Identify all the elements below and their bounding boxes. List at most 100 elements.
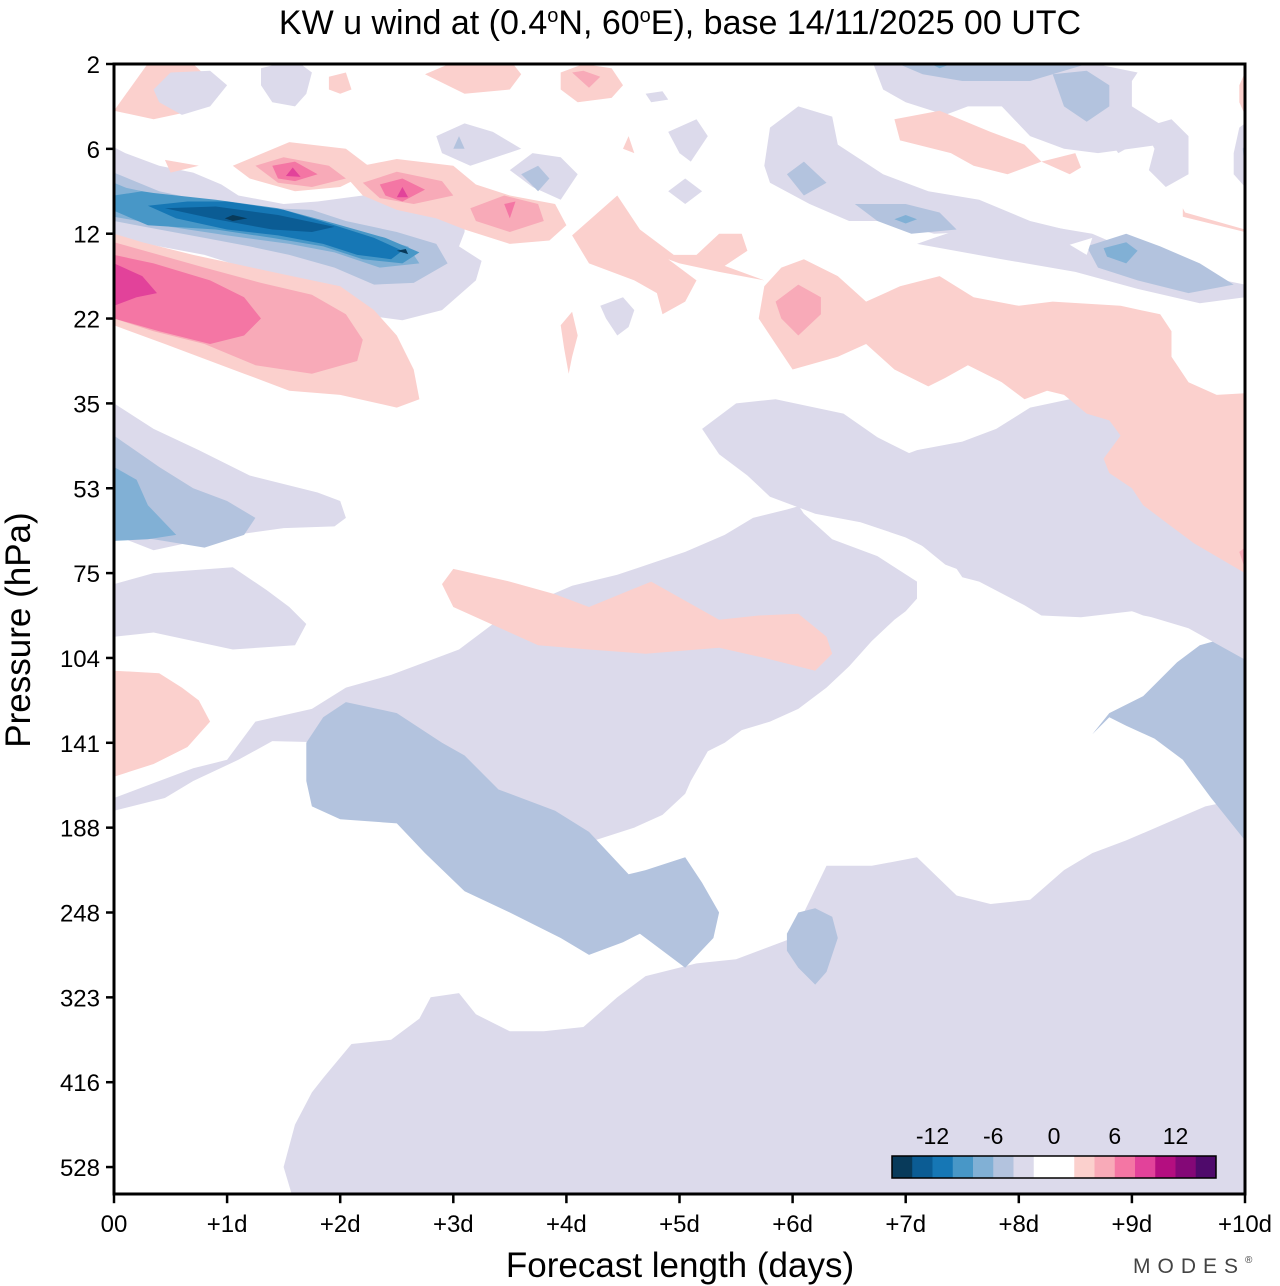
watermark-text: MODES bbox=[1133, 1255, 1245, 1278]
contour-region-neg4 bbox=[453, 136, 465, 149]
contour-region-neg4 bbox=[898, 64, 1087, 81]
colorbar-swatch bbox=[892, 1156, 913, 1178]
contour-region-pos8 bbox=[285, 167, 301, 177]
y-tick-label: 53 bbox=[73, 476, 100, 503]
colorbar-swatch bbox=[1135, 1156, 1156, 1178]
contour-region-neg4 bbox=[1052, 70, 1110, 122]
contour-region-pos2 bbox=[560, 311, 578, 374]
contour-region-neg2 bbox=[668, 119, 708, 162]
contour-region-pos4 bbox=[572, 70, 601, 88]
colorbar-frame bbox=[891, 1155, 1217, 1179]
contour-region-pos6 bbox=[114, 254, 261, 344]
y-axis: 2 6 12 22 35 53 75 104 141 188 248 323 416 528 bbox=[60, 52, 114, 1182]
modes-watermark: MODES® bbox=[1133, 1255, 1259, 1278]
colorbar-legend: -12 -6 0 6 12 bbox=[891, 1123, 1217, 1179]
contour-region-pos6 bbox=[504, 201, 516, 219]
colorbar-tick-label: -6 bbox=[983, 1123, 1003, 1149]
contour-region-pos2 bbox=[894, 110, 1042, 175]
registered-mark: ® bbox=[1245, 1255, 1259, 1266]
contour-region-neg2 bbox=[600, 297, 635, 336]
x-axis-label: Forecast length (days) bbox=[506, 1246, 854, 1285]
y-tick-label: 188 bbox=[60, 816, 100, 843]
contour-region-pos2 bbox=[164, 159, 199, 173]
colorbar-swatch bbox=[1094, 1156, 1116, 1178]
x-tick-label: +7d bbox=[885, 1211, 926, 1238]
y-tick-label: 12 bbox=[73, 222, 100, 249]
x-tick-label: +2d bbox=[320, 1211, 361, 1238]
contour-fills bbox=[114, 64, 1245, 1194]
colorbar-swatch bbox=[912, 1156, 933, 1178]
contour-region-neg4 bbox=[786, 161, 827, 196]
x-axis: 00 +1d +2d +3d +4d +5d +6d +7d +8d +9d +10d bbox=[101, 1194, 1272, 1238]
y-axis-label: Pressure (hPa) bbox=[0, 512, 38, 747]
colorbar-swatch bbox=[1114, 1156, 1136, 1178]
chart-title: KW u wind at (0.4oN, 60oE), base 14/11/2… bbox=[279, 4, 1081, 42]
colorbar-swatch bbox=[1155, 1156, 1176, 1178]
y-tick-label: 141 bbox=[60, 731, 100, 758]
y-tick-label: 75 bbox=[73, 561, 100, 588]
contour-region-neg2 bbox=[1143, 119, 1189, 187]
contour-region-pos2 bbox=[572, 195, 765, 315]
colorbar-tick-label: 6 bbox=[1108, 1123, 1121, 1149]
contour-region-pos2 bbox=[442, 568, 833, 671]
colorbar-swatch bbox=[1013, 1156, 1035, 1178]
contour-region-pos2 bbox=[425, 64, 522, 94]
colorbar-tick-label: -12 bbox=[916, 1123, 949, 1149]
colorbar-swatch bbox=[932, 1156, 954, 1178]
degree-mark: o bbox=[640, 5, 651, 27]
contour-region-pos2 bbox=[1041, 153, 1081, 175]
contour-region-pos2 bbox=[623, 136, 635, 154]
degree-mark: o bbox=[547, 5, 558, 27]
contour-region-neg4 bbox=[306, 702, 720, 968]
plot-frame bbox=[112, 62, 1247, 1196]
colorbar-tick-label: 12 bbox=[1163, 1123, 1189, 1149]
x-tick-label: +10d bbox=[1218, 1211, 1272, 1238]
x-tick-label: +5d bbox=[659, 1211, 700, 1238]
contour-region-pos8 bbox=[396, 187, 409, 198]
y-tick-label: 416 bbox=[60, 1070, 100, 1097]
contour-region-zero0 bbox=[1069, 237, 1093, 255]
contour-region-neg2 bbox=[702, 399, 1245, 660]
contour-region-neg2 bbox=[764, 106, 1076, 234]
contour-region-neg6 bbox=[114, 467, 177, 541]
contour-region-neg2 bbox=[1233, 123, 1245, 187]
colorbar-tick-label: 0 bbox=[1048, 1123, 1061, 1149]
contour-region-pos2 bbox=[328, 72, 352, 94]
contour-region-neg6 bbox=[894, 215, 917, 224]
contour-region-neg12 bbox=[164, 206, 335, 232]
contour-region-neg2 bbox=[114, 567, 307, 650]
x-tick-label: +4d bbox=[546, 1211, 587, 1238]
x-tick-label: +1d bbox=[207, 1211, 248, 1238]
contour-region-neg6 bbox=[1103, 242, 1138, 264]
contour-region-neg2 bbox=[1109, 136, 1127, 154]
contour-region-pos4 bbox=[470, 195, 544, 232]
colorbar-swatch bbox=[973, 1156, 994, 1178]
contour-region-pos2 bbox=[758, 259, 1245, 574]
contour-region-neg4 bbox=[786, 908, 838, 985]
x-tick-label: +3d bbox=[433, 1211, 474, 1238]
y-tick-label: 104 bbox=[60, 646, 100, 673]
contour-region-pos8 bbox=[114, 263, 157, 306]
colorbar-swatch bbox=[1175, 1156, 1197, 1178]
y-tick-label: 6 bbox=[87, 137, 100, 164]
colorbar-swatch bbox=[1054, 1156, 1075, 1178]
contour-region-neg2 bbox=[668, 178, 703, 204]
contour-region-neg14 bbox=[224, 215, 248, 221]
colorbar-swatch bbox=[952, 1156, 974, 1178]
contour-region-neg2 bbox=[261, 64, 312, 107]
contour-region-neg4 bbox=[521, 165, 550, 192]
contour-region-neg2 bbox=[153, 70, 228, 115]
y-tick-label: 528 bbox=[60, 1155, 100, 1182]
colorbar-swatch bbox=[1195, 1156, 1217, 1178]
colorbar-swatch bbox=[993, 1156, 1014, 1178]
y-tick-label: 248 bbox=[60, 901, 100, 928]
x-tick-label: +8d bbox=[998, 1211, 1039, 1238]
contour-region-pos2 bbox=[1182, 208, 1245, 232]
title-prefix: KW u wind at (0.4 bbox=[279, 4, 547, 42]
contour-region-neg14 bbox=[396, 249, 409, 255]
contour-region-neg4 bbox=[1092, 632, 1245, 841]
x-tick-label: +9d bbox=[1112, 1211, 1153, 1238]
y-tick-label: 35 bbox=[73, 391, 100, 418]
contour-region-neg6 bbox=[114, 185, 143, 196]
